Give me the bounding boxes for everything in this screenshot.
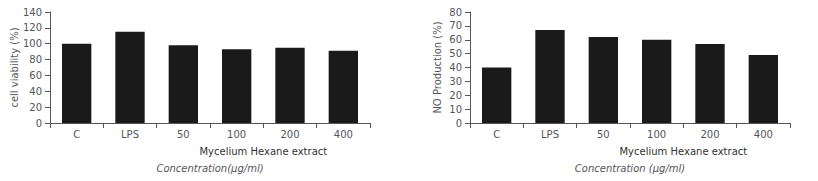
- svg-text:60: 60: [29, 70, 42, 81]
- svg-text:C: C: [493, 129, 500, 140]
- svg-text:30: 30: [449, 76, 462, 87]
- svg-text:0: 0: [36, 118, 42, 129]
- svg-text:LPS: LPS: [121, 129, 139, 140]
- svg-text:0: 0: [456, 118, 462, 129]
- svg-text:20: 20: [449, 90, 462, 101]
- svg-text:400: 400: [334, 129, 353, 140]
- svg-text:140: 140: [23, 7, 42, 18]
- svg-text:cell viability (%): cell viability (%): [9, 27, 20, 107]
- svg-text:C: C: [73, 129, 80, 140]
- svg-text:NO Production (%): NO Production (%): [432, 21, 443, 113]
- svg-text:40: 40: [29, 86, 42, 97]
- svg-text:50: 50: [597, 129, 610, 140]
- svg-text:80: 80: [449, 7, 462, 18]
- svg-text:400: 400: [754, 129, 773, 140]
- svg-text:10: 10: [449, 104, 462, 115]
- svg-text:200: 200: [700, 129, 719, 140]
- svg-text:Mycelium Hexane extract: Mycelium Hexane extract: [619, 146, 747, 157]
- svg-text:50: 50: [177, 129, 190, 140]
- svg-text:50: 50: [449, 48, 462, 59]
- svg-text:100: 100: [647, 129, 666, 140]
- svg-text:Mycelium Hexane extract: Mycelium Hexane extract: [199, 146, 327, 157]
- svg-text:Concentration(μg/ml): Concentration(μg/ml): [156, 163, 263, 174]
- svg-text:LPS: LPS: [541, 129, 559, 140]
- svg-text:200: 200: [280, 129, 299, 140]
- svg-text:20: 20: [29, 102, 42, 113]
- svg-text:100: 100: [227, 129, 246, 140]
- svg-text:60: 60: [449, 34, 462, 45]
- svg-text:80: 80: [29, 54, 42, 65]
- svg-text:40: 40: [449, 62, 462, 73]
- svg-text:120: 120: [23, 22, 42, 33]
- svg-text:Concentration (μg/ml): Concentration (μg/ml): [575, 163, 685, 174]
- svg-text:70: 70: [449, 20, 462, 31]
- svg-text:100: 100: [23, 38, 42, 49]
